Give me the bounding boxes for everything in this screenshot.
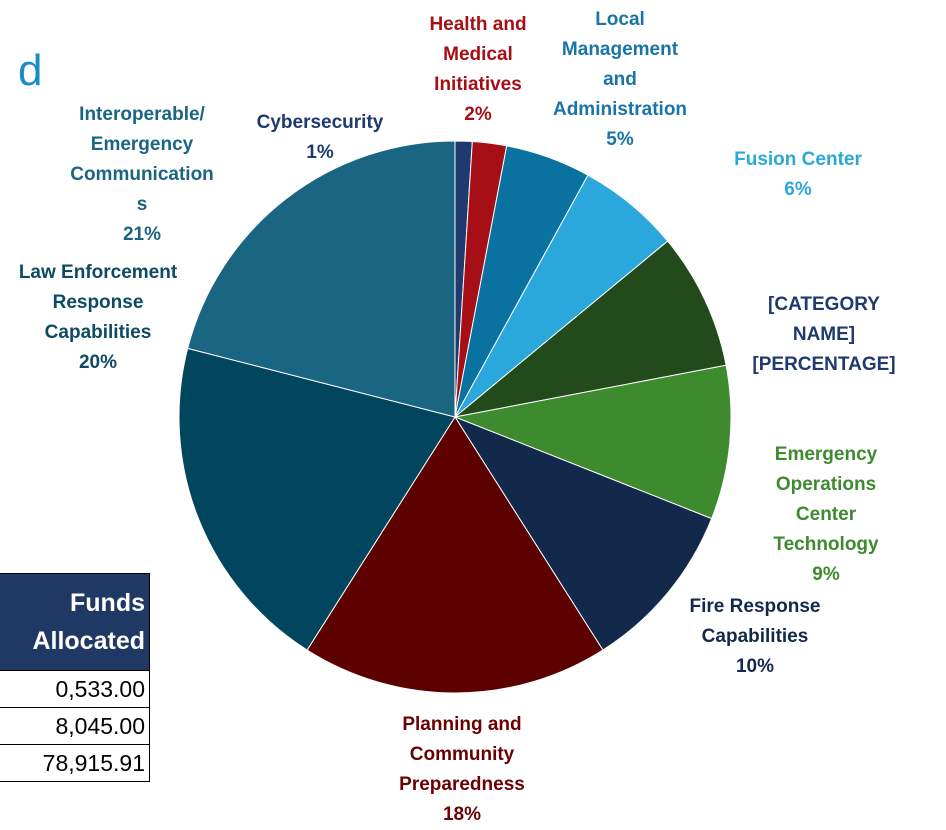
pie-slice — [306, 416, 604, 694]
table: Funds Allocated 0,533.00 8,045.00 78,915.9… — [0, 573, 150, 782]
value-label: 9% — [812, 564, 840, 585]
category-label: [CATEGORY NAME] — [768, 294, 880, 345]
value-label: 21% — [122, 224, 162, 245]
category-label: Interoperable/ Emergency Communications — [70, 104, 214, 215]
pie-slice — [178, 347, 456, 651]
table-row: 78,915.91 — [0, 744, 150, 782]
pie-slice — [453, 364, 732, 520]
table-cell: 78,915.91 — [0, 744, 150, 782]
category-label: Emergency Operations Center Technology — [773, 444, 879, 555]
slice-label: Health and Medical Initiatives 2% — [413, 10, 543, 130]
table-row: 8,045.00 — [0, 707, 150, 745]
slice-label: Fire Response Capabilities 10% — [680, 592, 830, 682]
slice-label: Law Enforcement Response Capabilities 20% — [13, 258, 183, 378]
slice-label: Local Management and Administration 5% — [545, 5, 695, 155]
slice-label: [CATEGORY NAME] [PERCENTAGE] — [749, 290, 899, 380]
slice-label: Cybersecurity 1% — [250, 108, 390, 168]
table-cell: 0,533.00 — [0, 670, 150, 708]
pie-slice — [453, 415, 713, 651]
table-row: 0,533.00 — [0, 670, 150, 708]
value-label: 20% — [78, 352, 118, 373]
table-header: Funds Allocated — [0, 573, 150, 671]
slice-label: Planning and Community Preparedness 18% — [367, 710, 557, 830]
slice-label: Emergency Operations Center Technology 9% — [751, 440, 901, 590]
pie-slice — [454, 240, 727, 418]
category-label: Fusion Center — [734, 149, 862, 170]
value-label: 1% — [306, 142, 334, 163]
category-label: Fire Response Capabilities — [689, 596, 821, 647]
value-label: [PERCENTAGE] — [752, 354, 896, 375]
category-label: Cybersecurity — [256, 112, 384, 133]
value-label: 2% — [464, 104, 492, 125]
value-label: 10% — [735, 656, 775, 677]
table-cell: 8,045.00 — [0, 707, 150, 745]
category-label: Law Enforcement Response Capabilities — [18, 262, 178, 343]
title: d — [18, 46, 43, 95]
pie-slice — [187, 140, 456, 418]
category-label: Health and Medical Initiatives — [429, 14, 527, 95]
slice-label: Fusion Center 6% — [698, 145, 898, 205]
category-label: Local Management and Administration — [552, 9, 688, 120]
category-label: Planning and Community Preparedness — [399, 714, 525, 795]
value-label: 6% — [784, 179, 812, 200]
slice-label: Interoperable/ Emergency Communications 2… — [67, 100, 217, 250]
value-label: 5% — [606, 129, 634, 150]
value-label: 18% — [442, 804, 482, 825]
